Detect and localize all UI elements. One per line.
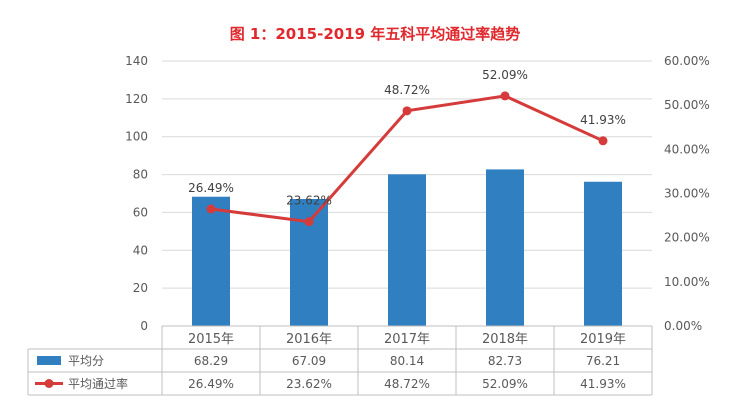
x-tick-label: 2015年 (188, 332, 234, 347)
table-cell-pass-rate: 52.09% (482, 377, 528, 391)
pass-rate-point-2016年 (304, 217, 314, 227)
pass-rate-point-2018年 (500, 91, 510, 101)
bar-2019年 (584, 181, 622, 326)
right-axis-tick-label: 20.00% (664, 231, 710, 245)
legend-label-line: 平均通过率 (68, 376, 128, 391)
right-axis-tick-label: 60.00% (664, 54, 710, 68)
table-cell-avg-score: 67.09 (292, 354, 326, 368)
pass-rate-data-label: 26.49% (188, 181, 234, 195)
legend-key-marker (44, 379, 54, 388)
pass-rate-point-2017年 (402, 106, 412, 116)
x-tick-label: 2016年 (286, 332, 332, 347)
pass-rate-point-2019年 (598, 136, 608, 146)
pass-rate-data-label: 48.72% (384, 83, 430, 97)
legend-key-bar (37, 356, 61, 365)
legend-label-bar: 平均分 (68, 354, 104, 368)
left-axis-tick-label: 40 (133, 243, 148, 257)
right-axis-tick-label: 0.00% (664, 319, 702, 333)
left-axis-tick-label: 20 (133, 281, 148, 295)
right-axis-tick-label: 50.00% (664, 98, 710, 112)
table-cell-pass-rate: 26.49% (188, 377, 234, 391)
pass-rate-data-label: 52.09% (482, 68, 528, 82)
right-axis-tick-label: 40.00% (664, 142, 710, 156)
table-cell-avg-score: 80.14 (390, 354, 424, 368)
bar-2015年 (192, 196, 230, 326)
left-axis-tick-label: 100 (125, 130, 148, 144)
table-cell-pass-rate: 41.93% (580, 377, 626, 391)
left-axis-tick-label: 140 (125, 54, 148, 68)
x-tick-label: 2017年 (384, 332, 430, 347)
bar-2017年 (388, 174, 426, 326)
right-axis-tick-label: 30.00% (664, 187, 710, 201)
pass-rate-data-label: 23.62% (286, 194, 332, 208)
table-cell-avg-score: 68.29 (194, 354, 228, 368)
left-axis-tick-label: 0 (140, 319, 148, 333)
table-cell-avg-score: 76.21 (586, 354, 620, 368)
pass-rate-data-label: 41.93% (580, 113, 626, 127)
x-tick-label: 2019年 (580, 332, 626, 347)
left-axis-tick-label: 60 (133, 205, 148, 219)
right-axis-tick-label: 10.00% (664, 275, 710, 289)
table-cell-pass-rate: 23.62% (286, 377, 332, 391)
x-tick-label: 2018年 (482, 332, 528, 347)
table-cell-pass-rate: 48.72% (384, 377, 430, 391)
chart-title: 图 1：2015-2019 年五科平均通过率趋势 (230, 25, 521, 43)
bar-2018年 (486, 169, 524, 326)
left-axis-tick-label: 80 (133, 168, 148, 182)
left-axis-tick-label: 120 (125, 92, 148, 106)
pass-rate-point-2015年 (206, 204, 216, 214)
table-cell-avg-score: 82.73 (488, 354, 522, 368)
